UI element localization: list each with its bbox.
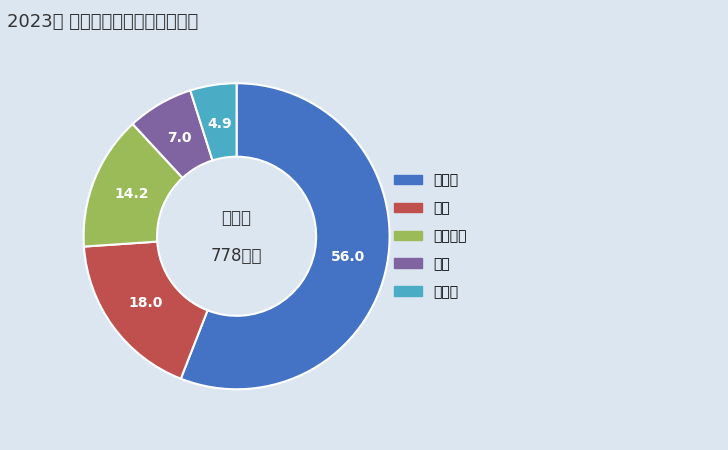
Text: 2023年 輸出相手国のシェア（％）: 2023年 輸出相手国のシェア（％）: [7, 14, 199, 32]
Text: 総　額: 総 額: [221, 209, 252, 227]
Wedge shape: [84, 242, 207, 379]
Wedge shape: [181, 83, 389, 389]
Text: 778万円: 778万円: [211, 247, 262, 265]
Wedge shape: [84, 124, 183, 247]
Text: 56.0: 56.0: [331, 250, 365, 264]
Text: 18.0: 18.0: [128, 296, 162, 310]
Text: 7.0: 7.0: [167, 131, 192, 145]
Text: 14.2: 14.2: [114, 188, 149, 202]
Text: 4.9: 4.9: [207, 117, 232, 131]
Legend: トルコ, 中国, ベトナム, 英国, その他: トルコ, 中国, ベトナム, 英国, その他: [389, 168, 472, 305]
Wedge shape: [190, 83, 237, 160]
Wedge shape: [132, 90, 213, 178]
